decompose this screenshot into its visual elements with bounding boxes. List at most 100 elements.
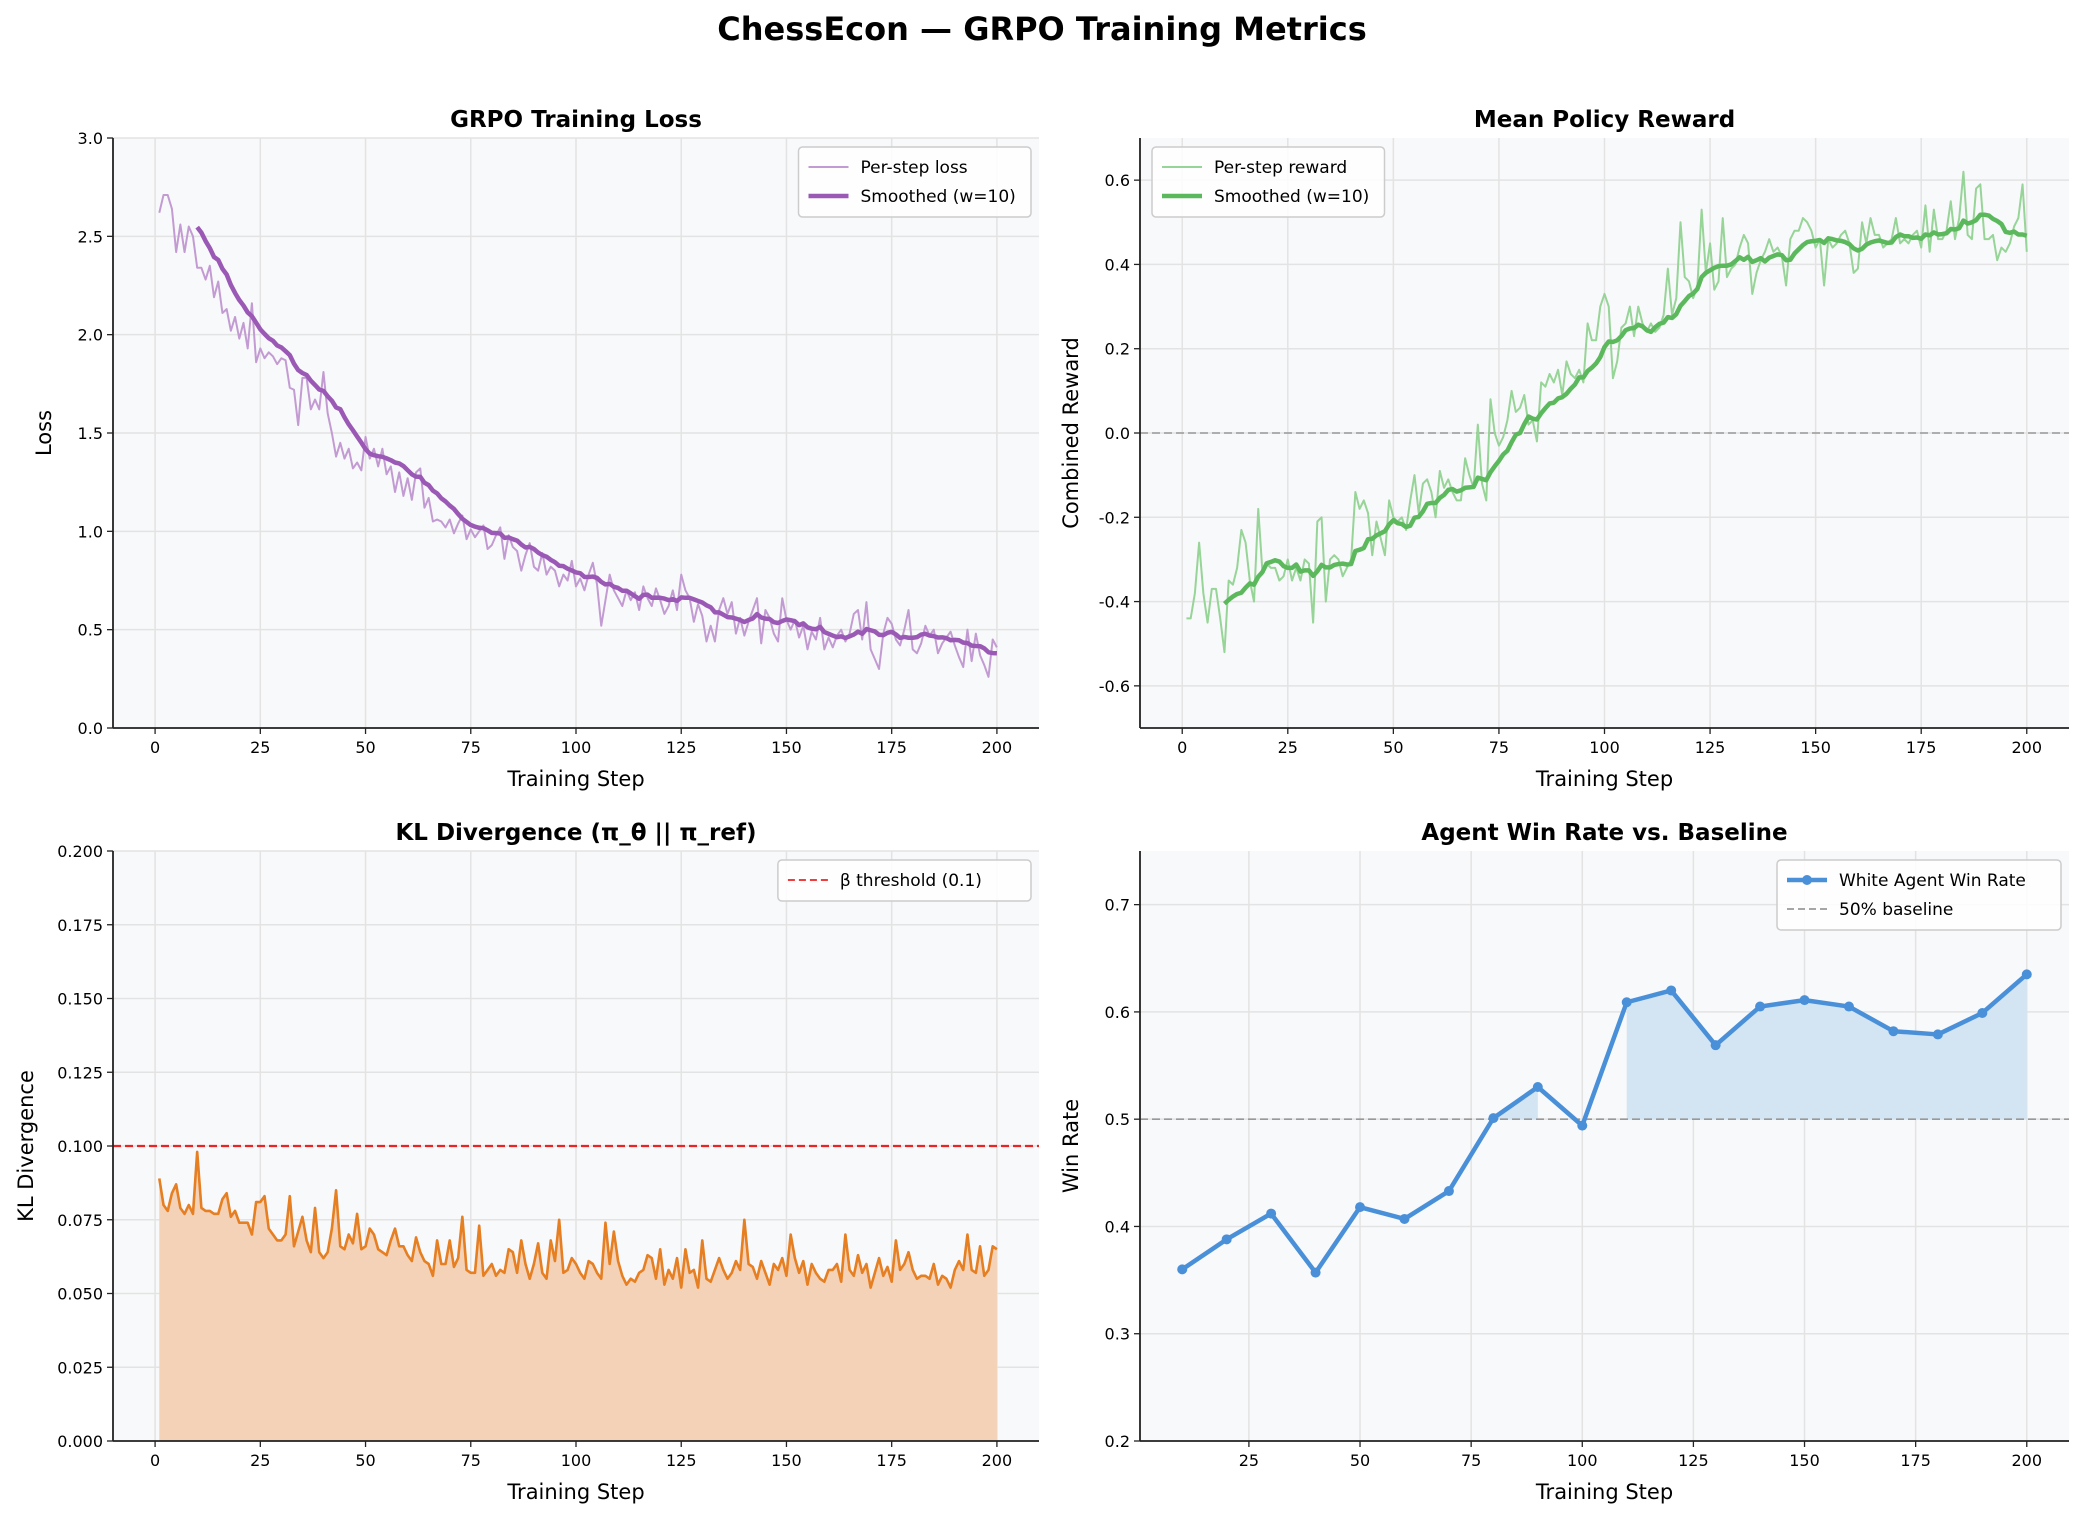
y-axis-label: Win Rate bbox=[1059, 1099, 1083, 1193]
legend: Per-step loss Smoothed (w=10) bbox=[797, 146, 1032, 218]
legend-label: β threshold (0.1) bbox=[840, 871, 982, 891]
y-tick-label: 0.2 bbox=[1105, 1432, 1130, 1451]
x-tick-label: 50 bbox=[355, 1451, 375, 1470]
legend-box bbox=[777, 859, 1032, 902]
x-tick-label: 125 bbox=[1678, 1451, 1709, 1470]
x-tick-label: 25 bbox=[1239, 1451, 1259, 1470]
series-line-1 bbox=[1180, 972, 2029, 1275]
subplot-title: KL Divergence (π_θ || π_ref) bbox=[395, 820, 756, 846]
x-tick-label: 75 bbox=[461, 1451, 481, 1470]
x-tick-label: 125 bbox=[666, 738, 697, 757]
x-tick-label: 75 bbox=[1489, 738, 1509, 757]
x-tick-label: 200 bbox=[982, 1451, 1013, 1470]
legend-label: Per-step reward bbox=[1214, 158, 1347, 178]
x-tick-label: 150 bbox=[771, 1451, 802, 1470]
y-tick-label: 0.000 bbox=[57, 1432, 103, 1451]
data-point bbox=[1932, 1029, 1943, 1040]
y-tick-label: 1.5 bbox=[78, 424, 103, 443]
x-tick-label: 75 bbox=[461, 738, 481, 757]
data-point bbox=[1221, 1234, 1232, 1245]
y-tick-label: 0.2 bbox=[1105, 340, 1130, 359]
y-tick-label: 0.0 bbox=[78, 719, 103, 738]
y-tick-label: 0.7 bbox=[1105, 896, 1130, 915]
y-tick-label: 0.4 bbox=[1105, 255, 1130, 274]
x-tick-label: 25 bbox=[1278, 738, 1298, 757]
legend-label: Smoothed (w=10) bbox=[861, 187, 1016, 207]
y-tick-label: 0.100 bbox=[57, 1137, 103, 1156]
y-tick-label: 0.4 bbox=[1105, 1217, 1130, 1236]
x-tick-label: 100 bbox=[1567, 1451, 1598, 1470]
x-axis-label: Training Step bbox=[1535, 1480, 1673, 1504]
x-tick-label: 175 bbox=[1906, 738, 1937, 757]
y-tick-label: 0.150 bbox=[57, 990, 103, 1009]
data-point bbox=[1355, 1202, 1366, 1213]
y-tick-label: -0.6 bbox=[1099, 677, 1130, 696]
data-point bbox=[1666, 985, 1677, 996]
data-point bbox=[1177, 1264, 1188, 1275]
legend-box bbox=[797, 146, 1032, 218]
legend-label: 50% baseline bbox=[1839, 900, 1953, 920]
y-tick-label: 0.025 bbox=[57, 1358, 103, 1377]
y-tick-label: 0.5 bbox=[78, 621, 103, 640]
data-point bbox=[1755, 1001, 1766, 1012]
y-tick-label: 2.0 bbox=[78, 326, 103, 345]
subplot-title: Agent Win Rate vs. Baseline bbox=[1421, 820, 1787, 846]
data-point bbox=[1532, 1082, 1543, 1092]
data-point bbox=[1799, 995, 1810, 1006]
subplot-3: 0 25 50 75 100 125 150 175 200 0.000 0.025 0.050 0.0… bbox=[14, 820, 1039, 1504]
x-tick-label: 25 bbox=[250, 738, 270, 757]
x-tick-label: 200 bbox=[2011, 1451, 2042, 1470]
y-tick-label: 0.175 bbox=[57, 916, 103, 935]
area-fill bbox=[159, 1151, 997, 1441]
data-point bbox=[1577, 1120, 1588, 1131]
x-tick-label: 50 bbox=[1350, 1451, 1370, 1470]
subplot-2: 0 25 50 75 100 125 150 175 200 -0.6 -0.4 -0.2 0.0 0.2… bbox=[1059, 107, 2069, 791]
data-point bbox=[1621, 997, 1632, 1008]
x-tick-label: 75 bbox=[1461, 1451, 1481, 1470]
subplot-4: 25 50 75 100 125 150 175 200 0.2 0.3 0.4 0.5 0.6 0.7 A… bbox=[1059, 820, 2069, 1504]
series-line-2 bbox=[1222, 212, 2028, 606]
y-tick-label: 0.050 bbox=[57, 1285, 103, 1304]
data-point bbox=[1710, 1040, 1721, 1051]
x-tick-label: 0 bbox=[150, 1451, 160, 1470]
plot-area bbox=[1140, 851, 2069, 1441]
legend-label: White Agent Win Rate bbox=[1839, 871, 2026, 891]
y-tick-label: 0.0 bbox=[1105, 424, 1130, 443]
x-tick-label: 0 bbox=[150, 738, 160, 757]
legend: White Agent Win Rate 50% baseline bbox=[1776, 859, 2062, 931]
y-tick-label: 3.0 bbox=[78, 129, 103, 148]
data-point bbox=[1843, 1001, 1854, 1012]
x-tick-label: 100 bbox=[1589, 738, 1620, 757]
data-point bbox=[1888, 1026, 1899, 1037]
x-tick-label: 125 bbox=[1695, 738, 1726, 757]
x-axis-label: Training Step bbox=[506, 1480, 644, 1504]
x-tick-label: 0 bbox=[1177, 738, 1187, 757]
series-line-1 bbox=[158, 194, 998, 678]
data-point bbox=[1266, 1208, 1277, 1219]
y-axis-label: Combined Reward bbox=[1059, 337, 1083, 529]
data-point bbox=[1977, 1007, 1988, 1018]
y-tick-label: 0.5 bbox=[1105, 1110, 1130, 1129]
y-tick-label: 0.3 bbox=[1105, 1325, 1130, 1344]
y-tick-label: -0.2 bbox=[1099, 508, 1130, 527]
subplot-title: Mean Policy Reward bbox=[1474, 107, 1735, 133]
data-point bbox=[1399, 1213, 1410, 1224]
series-line-2 bbox=[195, 225, 998, 656]
subplot-title: GRPO Training Loss bbox=[450, 107, 702, 133]
y-axis-label: KL Divergence bbox=[14, 1070, 38, 1222]
x-tick-label: 175 bbox=[876, 738, 907, 757]
x-tick-label: 100 bbox=[561, 1451, 592, 1470]
x-axis-label: Training Step bbox=[506, 767, 644, 791]
x-tick-label: 175 bbox=[876, 1451, 907, 1470]
x-tick-label: 100 bbox=[561, 738, 592, 757]
subplot-1: 0 25 50 75 100 125 150 175 200 0.0 0.5 1.0 1.5 2.0 2.5… bbox=[32, 107, 1039, 791]
y-tick-label: 0.075 bbox=[57, 1211, 103, 1230]
x-tick-label: 150 bbox=[771, 738, 802, 757]
legend-label: Smoothed (w=10) bbox=[1214, 187, 1369, 207]
legend-box bbox=[1776, 859, 2062, 931]
x-tick-label: 50 bbox=[1383, 738, 1403, 757]
data-point bbox=[1310, 1267, 1321, 1278]
y-tick-label: 1.0 bbox=[78, 522, 103, 541]
x-tick-label: 125 bbox=[666, 1451, 697, 1470]
